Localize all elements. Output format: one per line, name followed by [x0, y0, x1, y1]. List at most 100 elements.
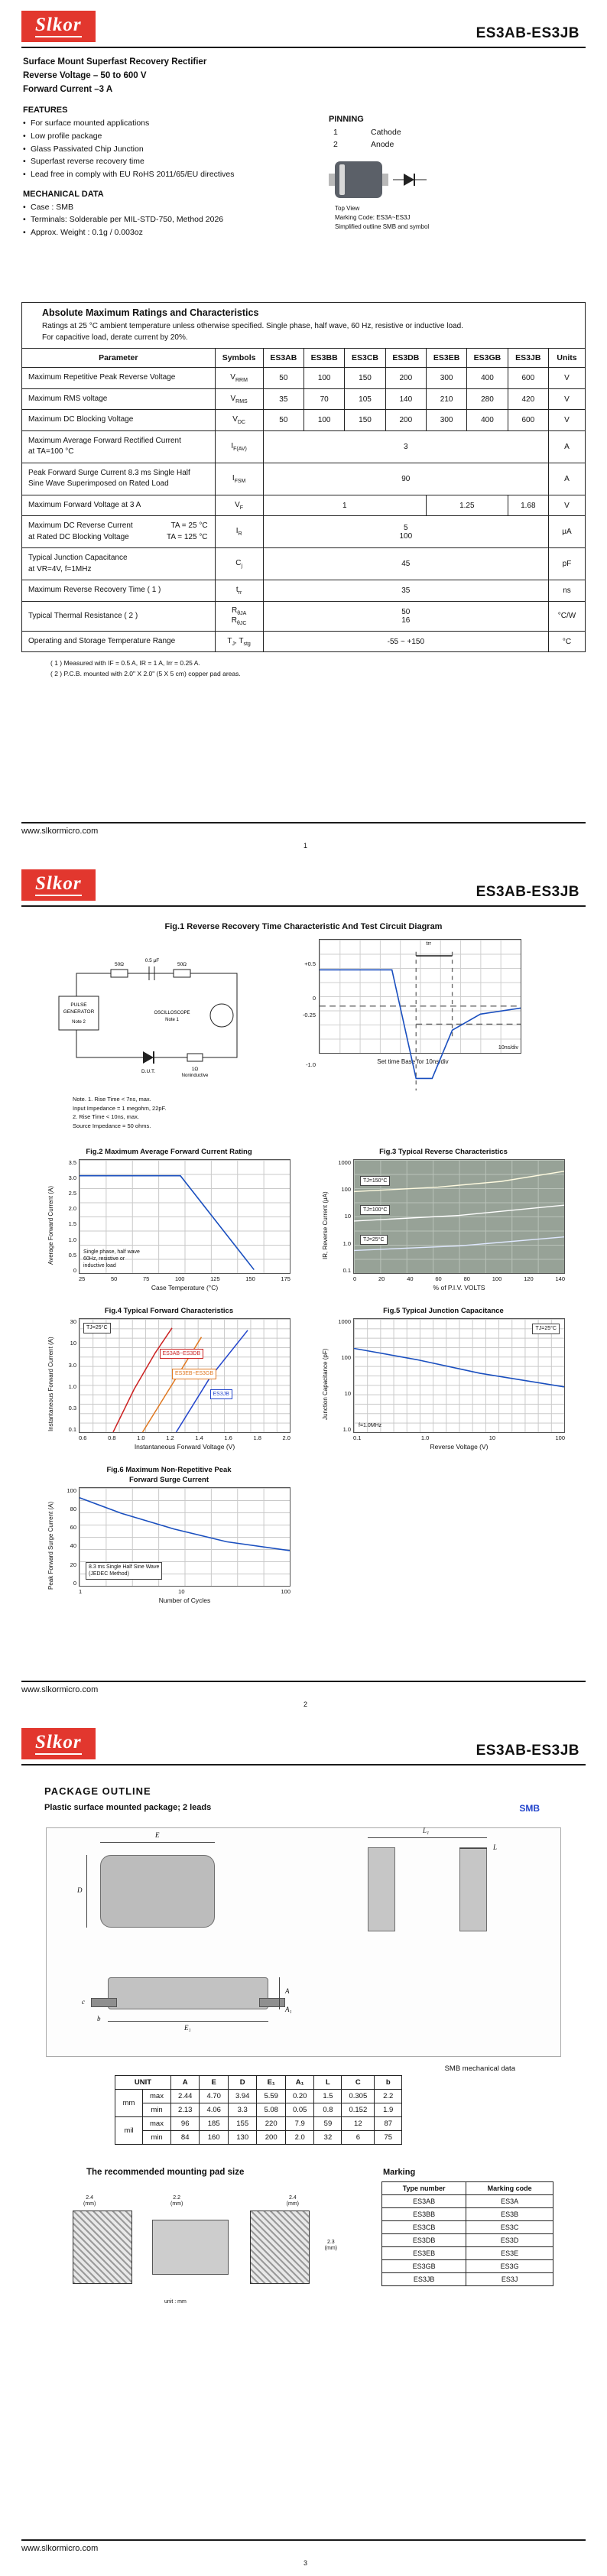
tick: 1.2 — [166, 1434, 174, 1442]
legend-item: ES3EB~ES3GB — [172, 1369, 217, 1379]
pad-center — [152, 2220, 229, 2275]
fig3-ylabel: IR, Reverse Current (μA) — [322, 1191, 329, 1259]
fig6-title: Fig.6 Maximum Non-Repetitive Peak Forwar… — [106, 1466, 232, 1484]
tick: 0.8 — [108, 1434, 116, 1442]
subtitle-line: Surface Mount Superfast Recovery Rectifi… — [23, 57, 207, 67]
package-outline-drawing: E D L₁ L A A₁ c b E₁ — [46, 1827, 561, 2057]
page-3: Slkor ES3AB-ES3JB PACKAGE OUTLINE Plasti… — [0, 1717, 607, 2576]
tick: 80 — [463, 1275, 470, 1282]
mounting-pad-drawing: 2.4 (mm) 2.2 (mm) 2.4 (mm) 2.3 (mm) unit : m… — [73, 2195, 337, 2305]
tick: 1.0 — [68, 1382, 76, 1390]
fig2: Fig.2 Maximum Average Forward Current Ra… — [47, 1148, 291, 1291]
tick: 10 — [344, 1390, 351, 1398]
pin-label: Cathode — [371, 128, 401, 138]
fig2-curve — [80, 1160, 290, 1273]
page-header: Slkor ES3AB-ES3JB — [21, 0, 586, 48]
fig6-xticks: 1 10 100 — [79, 1588, 291, 1595]
col-header: ES3JB — [507, 348, 549, 369]
page-number: 1 — [304, 842, 308, 849]
col-header: Type number — [381, 2181, 467, 2195]
caption-line: Marking Code: ES3A~ES3J — [335, 214, 411, 222]
col-header: Units — [547, 348, 586, 369]
tick: 0.1 — [342, 1266, 351, 1274]
waveform-plot: trr 10ns/div — [319, 939, 521, 1091]
pinning-column: PINNING 1 Cathode 2 Anode — [329, 106, 589, 232]
tick: 100 — [67, 1486, 76, 1494]
marking-table: Type number Marking code ES3AB ES3A ES3B… — [381, 2181, 553, 2286]
table-header-row: Type number Marking code — [381, 2181, 553, 2195]
table-row: mil max 96 185 155 220 7.9 59 12 87 — [115, 2116, 403, 2145]
pad-left — [73, 2211, 132, 2284]
features-mechanical-column: FEATURES For surface mounted application… — [23, 106, 317, 238]
tick: 0.1 — [68, 1426, 76, 1434]
tick: 1.8 — [253, 1434, 261, 1442]
col-header: b — [374, 2075, 403, 2090]
pulse-generator-label: PULSE — [70, 1002, 87, 1008]
lead — [259, 1998, 285, 2007]
pad-dim: 2.4 (mm) — [286, 2195, 299, 2207]
website-link: www.slkormicro.com — [21, 2544, 99, 2553]
table-row: ES3DB ES3D — [381, 2233, 553, 2247]
tick: 2.0 — [282, 1434, 291, 1442]
fig2-title: Fig.2 Maximum Average Forward Current Ra… — [86, 1147, 252, 1156]
table-row: min 2.13 4.06 3.3 5.08 0.05 0.8 0.152 1.… — [115, 2103, 403, 2117]
page-number: 2 — [304, 1701, 308, 1708]
tick: 100 — [341, 1354, 351, 1362]
table-row: min 84 160 130 200 2.0 32 6 75 — [115, 2130, 403, 2145]
tick: +0.5 — [304, 960, 316, 967]
website-link: www.slkormicro.com — [21, 827, 99, 836]
tick: 40 — [407, 1275, 414, 1282]
page-2: Slkor ES3AB-ES3JB Fig.1 Reverse Recovery… — [0, 859, 607, 1717]
slkor-logo: Slkor — [21, 869, 96, 901]
col-header: ES3GB — [466, 348, 508, 369]
tick: 1.0 — [137, 1434, 145, 1442]
caption-line: Simplified outline SMB and symbol — [335, 223, 430, 231]
package-captions: Top View Marking Code: ES3A~ES3J Simplif… — [335, 204, 589, 232]
fig6: Fig.6 Maximum Non-Repetitive Peak Forwar… — [47, 1466, 291, 1604]
curve-label: TJ=150°C — [360, 1175, 391, 1186]
resistor-label: 50Ω — [115, 962, 124, 967]
caption-line: Top View — [335, 205, 360, 213]
fig6-plot: 8.3 ms Single Half Sine Wave (JEDEC Meth… — [79, 1486, 291, 1587]
tick: -1.0 — [306, 1061, 316, 1069]
tick: 100 — [174, 1275, 185, 1282]
slkor-logo: Slkor — [21, 1728, 96, 1759]
slkor-logo-text: Slkor — [35, 1732, 82, 1755]
fig2-ylabel: Average Forward Current (A) — [47, 1185, 54, 1265]
fig3-xticks: 0 20 40 60 80 100 120 140 — [353, 1275, 565, 1282]
pin-row: 2 Anode — [329, 140, 589, 149]
col-header: ES3AB — [262, 348, 305, 369]
pin-number: 2 — [333, 140, 338, 150]
curve-label: TJ=100°C — [360, 1205, 391, 1216]
tick: 60 — [70, 1524, 76, 1532]
mounting-pad-heading: The recommended mounting pad size — [86, 2168, 245, 2177]
fig1-test-circuit: PULSE GENERATOR Note 2 50Ω 0.5 μF 50Ω OS… — [57, 939, 260, 1131]
table-row: ES3GB ES3G — [381, 2259, 553, 2273]
tick: 20 — [378, 1275, 385, 1282]
doc-title: ES3AB-ES3JB — [476, 25, 579, 41]
mounting-pad-section: The recommended mounting pad size 2.4 (mm… — [73, 2168, 337, 2305]
pad-dim: 2.2 (mm) — [170, 2195, 183, 2207]
legend-item: ES3AB~ES3DB — [159, 1348, 204, 1359]
tick: 75 — [142, 1275, 150, 1282]
pad-dim: 2.4 (mm) — [83, 2195, 96, 2207]
tick: 150 — [245, 1275, 255, 1282]
tick: 30 — [70, 1318, 76, 1326]
pad-unit-note: unit : mm — [164, 2298, 187, 2305]
mech-table-caption: SMB mechanical data — [444, 2064, 515, 2073]
capacitor-label: 0.5 μF — [145, 958, 160, 963]
package-name: SMB — [519, 1803, 540, 1814]
col-header: ES3DB — [385, 348, 427, 369]
col-header: ES3EB — [425, 348, 468, 369]
fig1-notes: Note. 1. Rise Time < 7ns, max. Input Imp… — [73, 1096, 167, 1129]
terminal-pad — [459, 1847, 487, 1931]
fig4-annotation: TJ=25°C — [83, 1323, 111, 1333]
body-top-view — [100, 1855, 215, 1928]
tick: 1.0 — [342, 1426, 351, 1434]
pin-number: 1 — [333, 128, 338, 138]
table-row: ES3CB ES3C — [381, 2220, 553, 2234]
curve-label: TJ=25°C — [360, 1234, 388, 1245]
fig2-annotation: Single phase, half wave 60Hz, resistive … — [83, 1249, 140, 1269]
page-header: Slkor ES3AB-ES3JB — [21, 1717, 586, 1766]
